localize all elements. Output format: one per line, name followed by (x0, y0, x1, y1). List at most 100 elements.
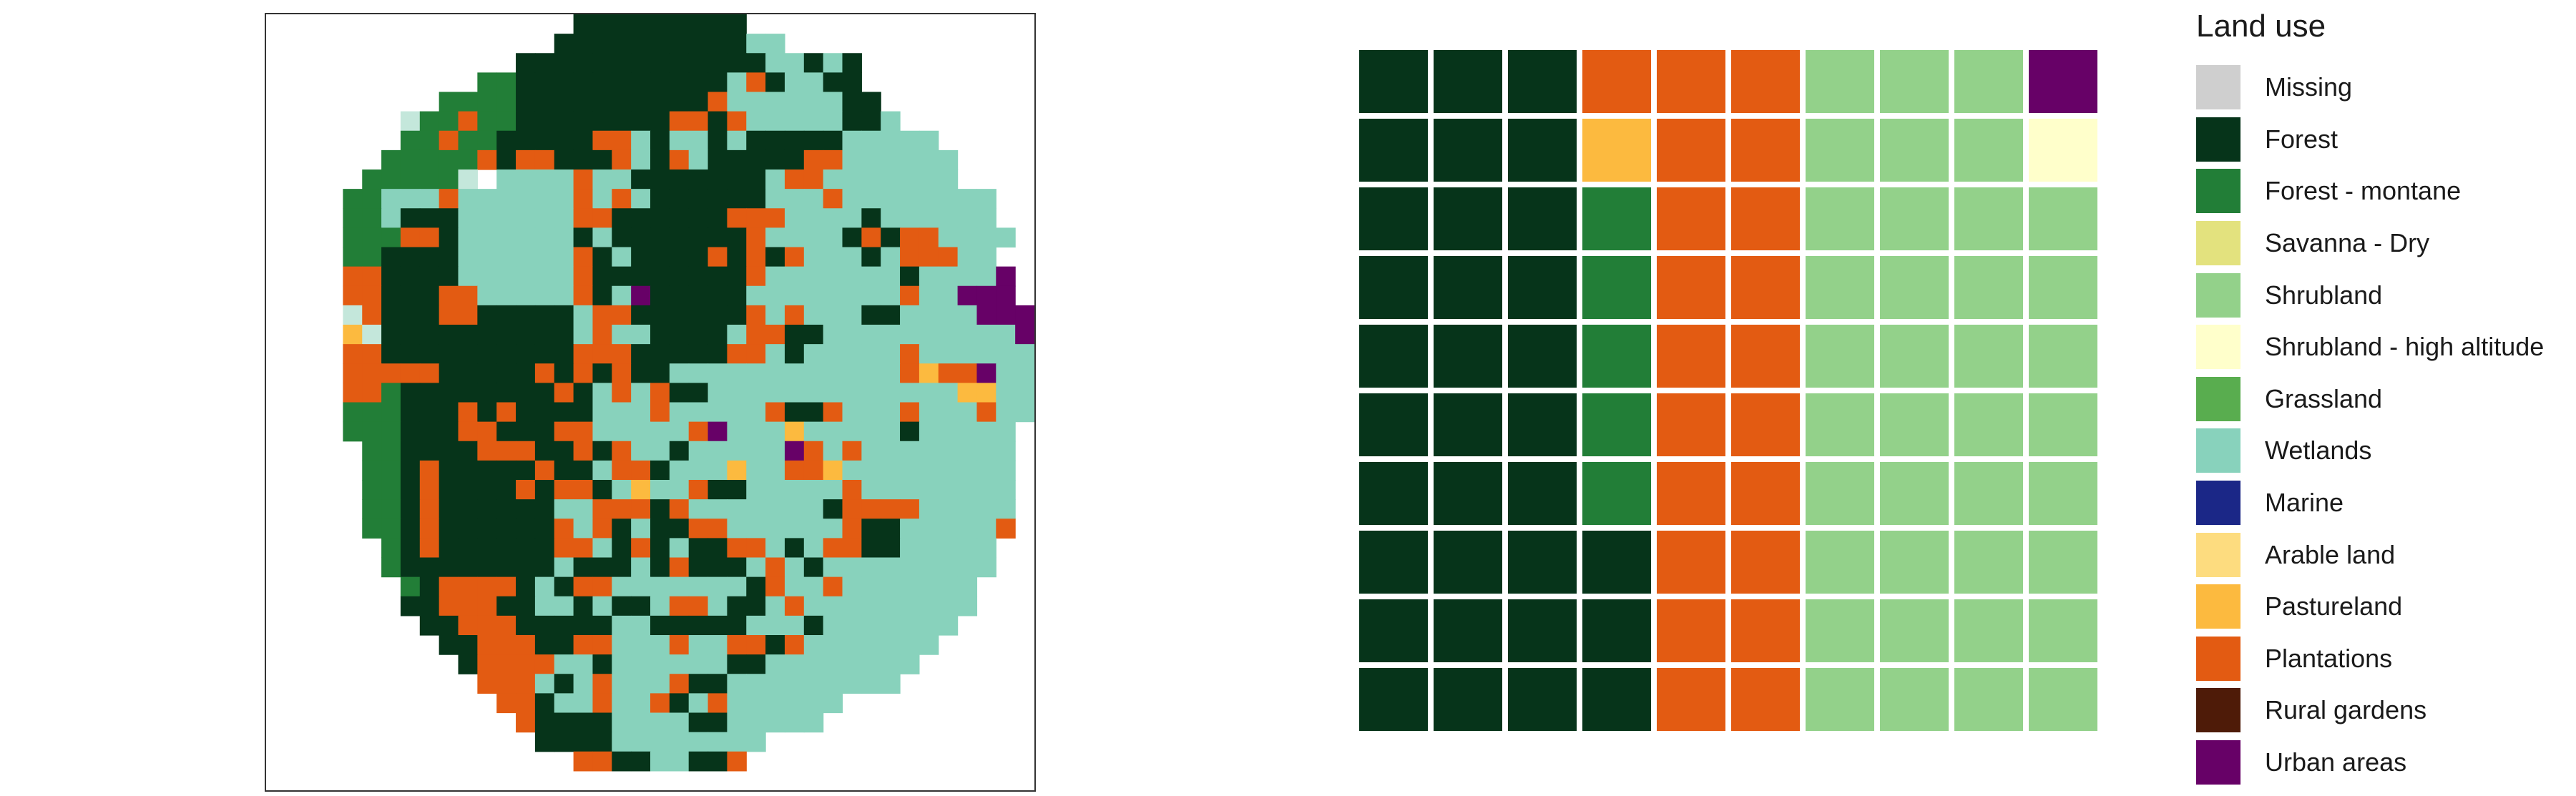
legend-swatch (2196, 169, 2240, 214)
map-cell (688, 247, 709, 267)
map-cell (496, 227, 516, 248)
map-cell (458, 519, 478, 539)
map-cell (477, 499, 497, 519)
map-cell (631, 383, 651, 403)
map-cell (803, 460, 824, 481)
map-cell (881, 285, 901, 306)
waffle-cell (1582, 531, 1651, 594)
map-cell (631, 111, 651, 132)
map-cell (458, 363, 478, 383)
map-cell (842, 383, 862, 403)
map-cell (784, 421, 805, 442)
waffle-cell (1880, 50, 1949, 113)
map-cell (573, 305, 594, 325)
map-cell (419, 383, 440, 403)
map-cell (727, 654, 747, 674)
map-cell (573, 149, 594, 170)
waffle-cell (1434, 531, 1502, 594)
waffle-cell (1880, 531, 1949, 594)
map-cell (477, 92, 497, 112)
map-cell (669, 499, 690, 519)
map-cell (707, 247, 728, 267)
map-cell (381, 344, 401, 364)
map-cell (823, 325, 843, 345)
map-cell (727, 34, 747, 54)
waffle-cell (1434, 325, 1502, 388)
map-cell (688, 480, 709, 500)
map-cell (669, 363, 690, 383)
map-cell (458, 305, 478, 325)
map-cell (669, 615, 690, 636)
map-cell (592, 227, 612, 248)
map-cell (803, 111, 824, 132)
map-cell (496, 149, 516, 170)
map-cell (746, 72, 766, 93)
map-cell (362, 363, 382, 383)
map-cell (612, 344, 632, 364)
map-cell (554, 247, 574, 267)
map-cell (362, 247, 382, 267)
map-cell (439, 557, 459, 578)
map-cell (400, 227, 421, 248)
map-cell (477, 576, 497, 597)
map-cell (746, 557, 766, 578)
map-cell (669, 674, 690, 694)
map-cell (554, 189, 574, 209)
map-cell (458, 635, 478, 655)
map-cell (861, 325, 881, 345)
map-cell (669, 557, 690, 578)
map-cell (534, 111, 555, 132)
map-cell (612, 111, 632, 132)
map-cell (707, 111, 728, 132)
map-cell (765, 421, 785, 442)
map-cell (765, 169, 785, 190)
map-cell (458, 344, 478, 364)
map-cell (650, 732, 670, 752)
map-cell (727, 344, 747, 364)
map-cell (419, 130, 440, 151)
map-cell (631, 635, 651, 655)
waffle-cell (1359, 599, 1428, 662)
map-cell (650, 383, 670, 403)
waffle-cell (1434, 256, 1502, 319)
land-use-map (343, 14, 1034, 772)
map-cell (1015, 402, 1034, 423)
map-cell (612, 693, 632, 714)
waffle-cell (1582, 50, 1651, 113)
map-cell (900, 305, 920, 325)
map-cell (592, 92, 612, 112)
map-cell (784, 111, 805, 132)
map-cell (439, 169, 459, 190)
map-cell (612, 557, 632, 578)
legend-swatch (2196, 740, 2240, 785)
map-cell (419, 305, 440, 325)
map-cell (554, 421, 574, 442)
map-cell (477, 247, 497, 267)
map-cell (362, 421, 382, 442)
waffle-cell (1434, 187, 1502, 250)
map-cell (400, 538, 421, 559)
map-cell (765, 654, 785, 674)
map-cell (400, 480, 421, 500)
map-cell (516, 92, 536, 112)
map-cell (861, 266, 881, 287)
map-cell (823, 344, 843, 364)
map-cell (573, 325, 594, 345)
map-cell (803, 53, 824, 73)
map-cell (343, 344, 363, 364)
map-cell (534, 674, 555, 694)
map-cell (803, 557, 824, 578)
map-cell (631, 499, 651, 519)
map-cell (881, 615, 901, 636)
map-cell (996, 499, 1016, 519)
map-cell (534, 344, 555, 364)
map-cell (477, 519, 497, 539)
map-cell (957, 189, 978, 209)
map-cell (957, 383, 978, 403)
map-cell (881, 557, 901, 578)
map-cell (631, 169, 651, 190)
map-cell (842, 519, 862, 539)
map-cell (803, 208, 824, 228)
map-cell (823, 305, 843, 325)
map-cell (534, 383, 555, 403)
